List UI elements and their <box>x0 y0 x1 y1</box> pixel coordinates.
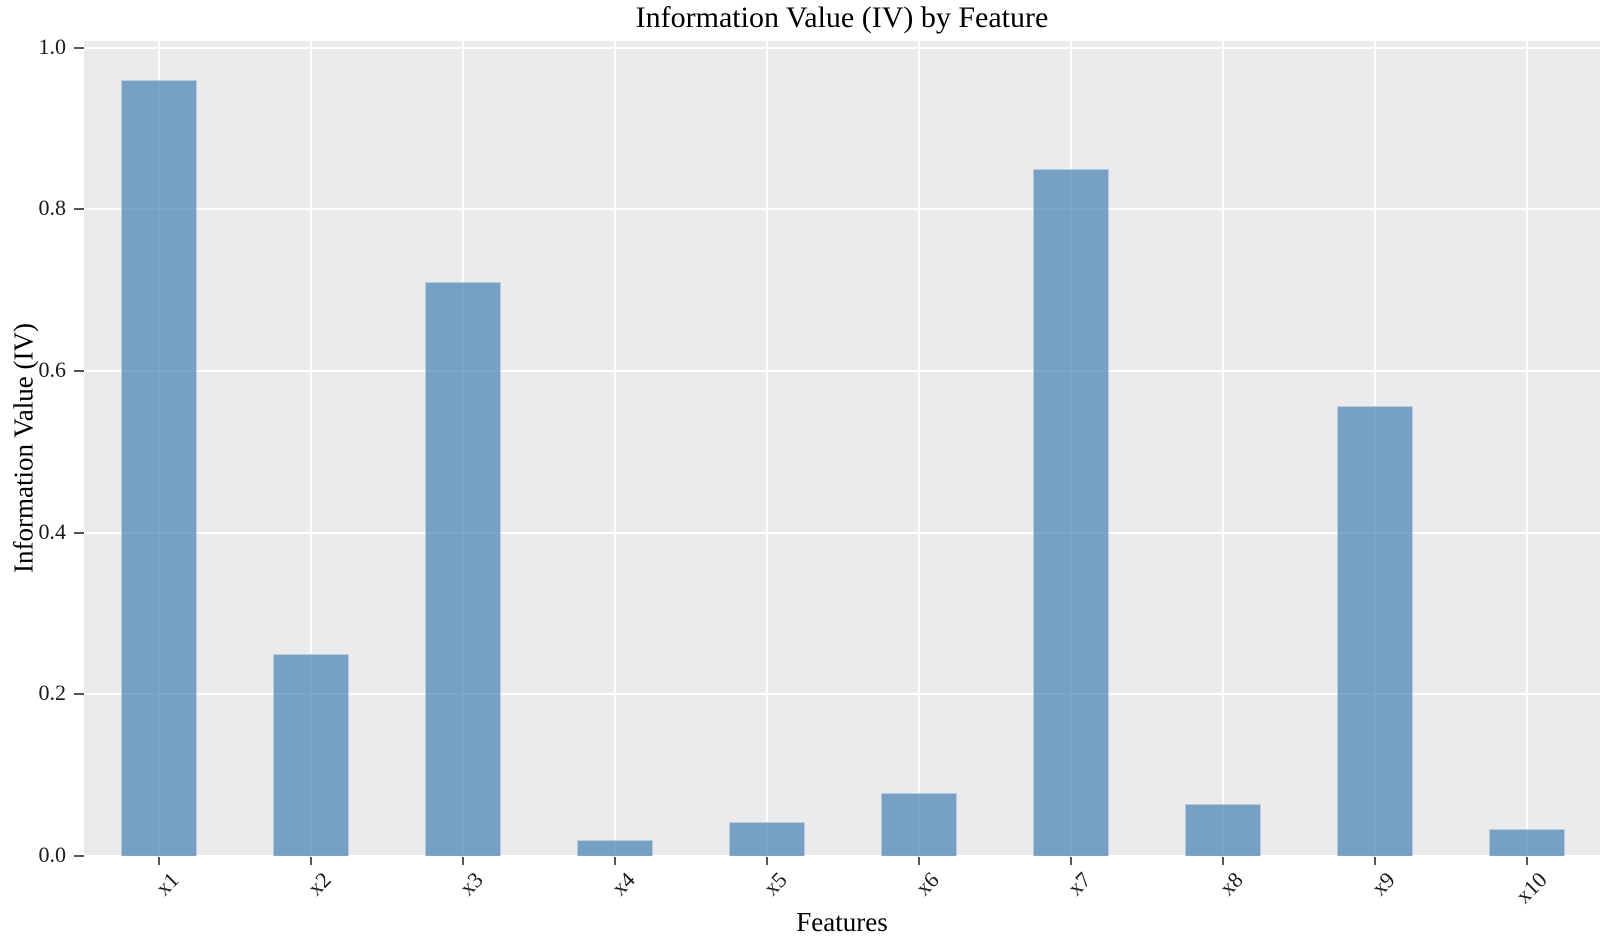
y-tick-mark <box>74 369 84 372</box>
vertical-gridline <box>614 41 616 856</box>
horizontal-gridline <box>84 855 1600 856</box>
x-tick-label: x6 <box>910 867 944 901</box>
x-tick-label: x7 <box>1062 867 1096 901</box>
y-tick-mark <box>74 46 84 49</box>
x-tick-mark <box>918 857 920 865</box>
bar-x9 <box>1337 405 1413 856</box>
vertical-gridline <box>918 41 920 856</box>
y-tick-label: 0.8 <box>38 195 67 221</box>
horizontal-gridline <box>84 531 1600 534</box>
x-tick-mark <box>766 857 768 865</box>
x-tick-label: x2 <box>302 867 336 901</box>
x-tick-mark <box>158 857 160 865</box>
bar-x4 <box>577 839 653 856</box>
vertical-gridline <box>1222 41 1224 856</box>
bar-x7 <box>1033 168 1109 856</box>
y-tick-mark <box>74 208 84 211</box>
horizontal-gridline <box>84 369 1600 372</box>
x-axis-title: Features <box>796 907 888 937</box>
horizontal-gridline <box>84 208 1600 211</box>
x-tick-mark <box>1526 857 1528 865</box>
y-tick-label: 0.6 <box>38 356 67 382</box>
vertical-gridline <box>766 41 768 856</box>
x-tick-label: x9 <box>1366 867 1400 901</box>
x-tick-label: x3 <box>454 867 488 901</box>
x-tick-mark <box>614 857 616 865</box>
bar-x8 <box>1185 804 1261 856</box>
vertical-gridline <box>1526 41 1528 856</box>
x-tick-label: x1 <box>150 867 184 901</box>
x-tick-label: x5 <box>758 867 792 901</box>
bar-x2 <box>273 653 349 856</box>
x-tick-mark <box>1374 857 1376 865</box>
chart-title: Information Value (IV) by Feature <box>635 1 1049 34</box>
bar-x3 <box>425 281 501 856</box>
x-tick-mark <box>1222 857 1224 865</box>
y-axis-title: Information Value (IV) <box>8 323 39 573</box>
bar-x10 <box>1489 829 1565 856</box>
y-tick-mark <box>74 531 84 534</box>
x-tick-mark <box>310 857 312 865</box>
y-tick-label: 0.0 <box>38 841 67 867</box>
y-tick-label: 0.4 <box>38 518 67 544</box>
y-tick-mark <box>74 693 84 696</box>
x-tick-label: x4 <box>606 867 640 901</box>
x-tick-label: x8 <box>1214 867 1248 901</box>
y-tick-label: 1.0 <box>38 33 67 59</box>
bar-x6 <box>881 792 957 856</box>
y-tick-mark <box>74 855 84 857</box>
bar-x1 <box>121 79 197 856</box>
x-tick-label: x10 <box>1510 867 1552 909</box>
y-tick-label: 0.2 <box>38 680 67 706</box>
x-tick-mark <box>462 857 464 865</box>
horizontal-gridline <box>84 46 1600 49</box>
vertical-gridline <box>310 41 312 856</box>
horizontal-gridline <box>84 693 1600 696</box>
x-tick-mark <box>1070 857 1072 865</box>
bar-x5 <box>729 822 805 856</box>
plot-area <box>84 41 1600 856</box>
